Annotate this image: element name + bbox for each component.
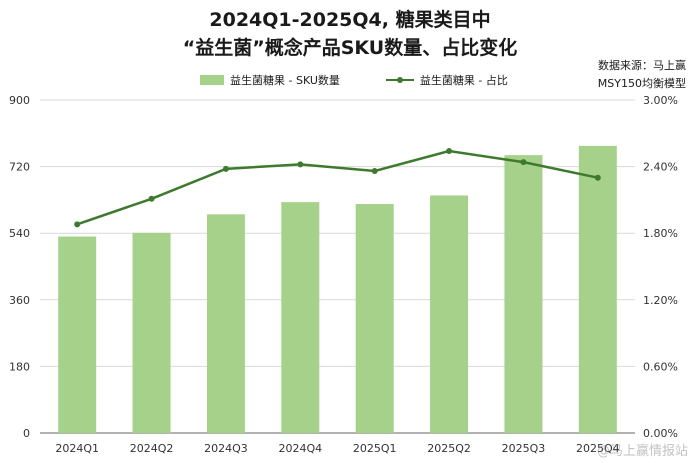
share-point-2024Q4 (297, 161, 304, 168)
x-tick-label: 2024Q3 (204, 442, 248, 455)
share-line (76, 149, 599, 226)
chart-title-line2: “益生菌”概念产品SKU数量、占比变化 (182, 37, 518, 59)
share-point-2025Q4 (594, 174, 601, 181)
share-point-2025Q1 (371, 168, 378, 175)
share-point-2025Q3 (520, 159, 527, 166)
share-point-2024Q3 (222, 165, 229, 172)
share-point-2025Q2 (446, 148, 453, 155)
bar-2025Q1 (355, 203, 394, 433)
bar-2024Q1 (58, 236, 97, 433)
x-tick-label: 2024Q1 (55, 442, 99, 455)
y-left-tick-label: 180 (9, 360, 30, 373)
legend-label-sku: 益生菌糖果 - SKU数量 (230, 74, 340, 87)
bar-2025Q2 (430, 195, 469, 433)
chart-title-line1: 2024Q1-2025Q4, 糖果类目中 (209, 9, 491, 31)
legend-bar-swatch (200, 75, 224, 85)
bar-2024Q2 (132, 232, 171, 433)
legend-item-share: 益生菌糖果 - 占比 (385, 72, 508, 88)
x-tick-label: 2025Q2 (427, 442, 471, 455)
y-right-tick-label: 3.00% (643, 94, 678, 107)
x-tick-label: 2024Q4 (278, 442, 322, 455)
bar-2024Q4 (281, 202, 320, 433)
legend-label-share: 益生菌糖果 - 占比 (419, 74, 508, 87)
x-tick-label: 2025Q4 (576, 442, 620, 455)
y-left-tick-label: 900 (9, 94, 30, 107)
x-tick-label: 2025Q1 (353, 442, 397, 455)
y-right-tick-label: 1.20% (643, 294, 678, 307)
data-model-label: MSY150均衡模型 (597, 77, 686, 90)
bar-2025Q3 (504, 155, 543, 433)
share-point-2024Q2 (148, 195, 155, 202)
watermark: @马上赢情报站 (596, 444, 688, 459)
y-left-tick-label: 540 (9, 227, 30, 240)
legend-line-swatch (385, 75, 414, 85)
y-right-tick-label: 2.40% (643, 161, 678, 174)
bar-2024Q3 (206, 214, 245, 433)
y-right-tick-label: 0.60% (643, 360, 678, 373)
x-tick-label: 2025Q3 (502, 442, 546, 455)
chart-legend: 益生菌糖果 - SKU数量 益生菌糖果 - 占比 (200, 72, 554, 88)
y-right-tick-label: 0.00% (643, 427, 678, 440)
x-tick-label: 2024Q2 (130, 442, 174, 455)
y-right-tick-label: 1.80% (643, 227, 678, 240)
bar-2025Q4 (578, 145, 617, 433)
share-point-2024Q1 (74, 221, 81, 228)
y-left-tick-label: 360 (9, 294, 30, 307)
y-left-tick-label: 0 (23, 427, 30, 440)
legend-item-sku: 益生菌糖果 - SKU数量 (200, 72, 340, 88)
data-source-label: 数据来源：马上赢 (598, 59, 686, 72)
y-left-tick-label: 720 (9, 161, 30, 174)
